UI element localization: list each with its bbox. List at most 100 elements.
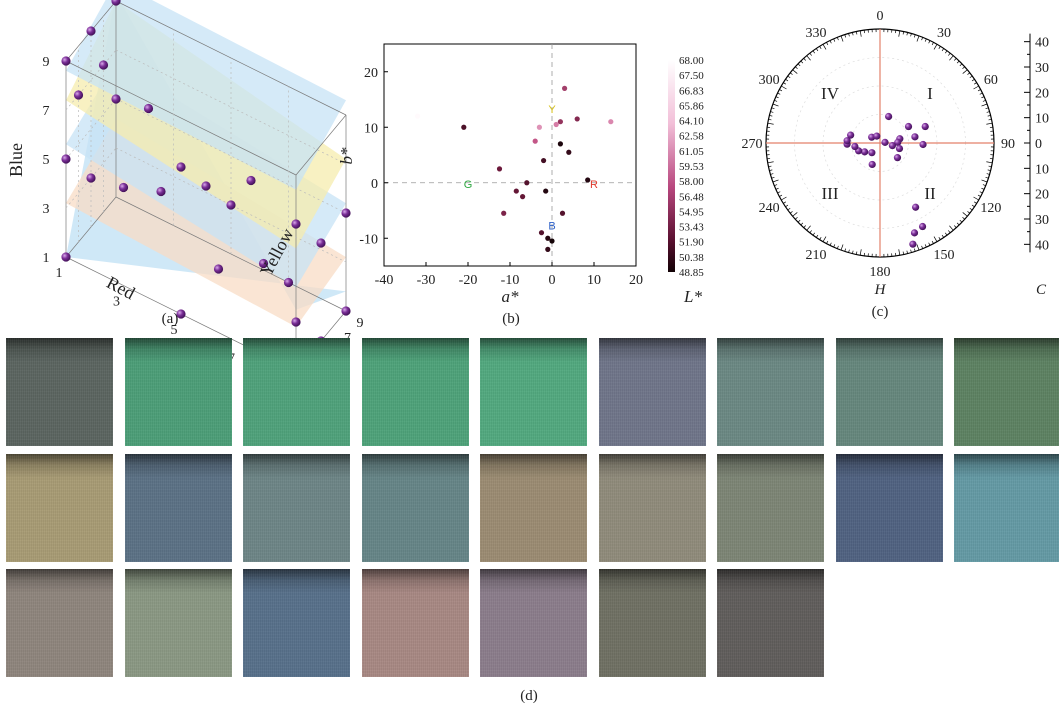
- data-point: [246, 175, 256, 186]
- polar-tick: [988, 118, 992, 121]
- polar-tick: [767, 122, 774, 125]
- polar-tick: [962, 69, 968, 74]
- data-point: [341, 306, 351, 316]
- angle-tick-label: 210: [806, 248, 827, 263]
- polar-tick: [924, 38, 927, 42]
- radius-tick-label: 40: [1035, 36, 1049, 51]
- polar-tick: [913, 248, 916, 252]
- polar-tick: [803, 225, 806, 228]
- quadrant-label: I: [927, 84, 933, 103]
- data-point: [341, 208, 351, 218]
- data-point: [608, 119, 614, 125]
- polar-tick: [902, 31, 905, 35]
- data-point: [559, 210, 566, 216]
- angle-tick-label: 150: [934, 248, 955, 263]
- data-point: [513, 188, 519, 194]
- angle-tick-label: 240: [759, 201, 780, 216]
- polar-tick: [906, 32, 908, 36]
- data-point: [895, 144, 904, 153]
- polar-tick: [836, 245, 839, 249]
- data-point: [553, 121, 559, 128]
- polar-tick: [931, 240, 934, 244]
- polar-tick: [781, 196, 787, 201]
- data-point: [524, 180, 530, 186]
- polar-tick: [822, 236, 827, 242]
- data-point: [918, 222, 927, 231]
- polar-tick: [977, 194, 981, 197]
- color-swatch: [598, 454, 706, 562]
- colorbar-tick-label: 59.53: [679, 161, 704, 173]
- z-axis-label: Blue: [6, 143, 26, 177]
- polar-tick: [921, 37, 924, 41]
- polar-tick: [826, 240, 829, 244]
- colorbar-tick-label: 68.00: [679, 55, 704, 67]
- polar-tick: [982, 99, 986, 102]
- polar-tick: [769, 169, 773, 171]
- polar-tick: [928, 242, 931, 246]
- polar-tick: [949, 225, 954, 231]
- polar-tick: [829, 242, 832, 246]
- angle-tick-label: 30: [937, 26, 951, 41]
- data-point: [143, 103, 154, 114]
- colorbar-tick-label: 61.05: [679, 146, 704, 158]
- polar-tick: [777, 92, 781, 95]
- polar-tick: [954, 225, 957, 228]
- color-swatch: [717, 569, 824, 677]
- polar-tick: [981, 187, 985, 190]
- data-point: [545, 235, 551, 241]
- color-swatch: [480, 454, 587, 562]
- polar-tick: [924, 244, 927, 248]
- polar-tick: [969, 207, 973, 211]
- color-swatch: [598, 338, 706, 446]
- x-tick-label: 1: [56, 266, 63, 281]
- polar-tick: [977, 89, 981, 92]
- colorbar: [668, 60, 675, 272]
- x-tick-label: -20: [459, 273, 478, 288]
- polar-tick: [800, 60, 804, 64]
- color-swatch: [6, 338, 113, 446]
- color-swatch: [361, 569, 469, 677]
- data-point: [545, 246, 551, 252]
- polar-tick: [973, 82, 977, 85]
- polar-tick: [859, 249, 862, 256]
- polar-tick: [859, 30, 862, 37]
- data-point: [893, 154, 902, 162]
- data-point: [86, 173, 96, 183]
- data-point: [585, 177, 591, 183]
- color-swatch: [6, 454, 113, 562]
- data-point: [258, 258, 269, 269]
- grid-line: [65, 147, 117, 209]
- color-swatch: [954, 454, 1059, 562]
- polar-tick: [768, 165, 772, 168]
- polar-tick: [795, 217, 798, 220]
- polar-tick: [941, 48, 945, 52]
- polar-tick: [772, 103, 779, 107]
- polar-tick: [971, 204, 975, 208]
- data-point: [213, 264, 224, 274]
- data-point: [541, 157, 547, 164]
- z-tick-label: 5: [43, 153, 50, 168]
- color-swatch: [361, 454, 469, 562]
- data-point: [851, 142, 859, 151]
- polar-tick: [928, 40, 931, 44]
- z-tick-label: 1: [43, 251, 50, 266]
- polar-tick: [985, 176, 989, 179]
- data-point: [226, 200, 236, 210]
- polar-tick: [986, 122, 993, 125]
- polar-tick: [959, 63, 963, 67]
- polar-tick: [973, 196, 979, 201]
- color-swatch: [835, 338, 943, 446]
- polar-tick: [855, 251, 858, 255]
- angle-axis-label: H: [874, 282, 887, 298]
- data-point: [919, 140, 927, 149]
- colorbar-tick-label: 58.00: [679, 176, 704, 188]
- x-tick-label: 3: [113, 295, 120, 310]
- polar-tick: [844, 34, 847, 38]
- data-point: [111, 94, 121, 104]
- polar-tick: [785, 204, 789, 208]
- polar-tick: [910, 33, 912, 37]
- polar-tick: [852, 32, 854, 36]
- polar-tick: [962, 217, 965, 220]
- polar-tick: [959, 219, 963, 223]
- grid-line: [65, 98, 117, 160]
